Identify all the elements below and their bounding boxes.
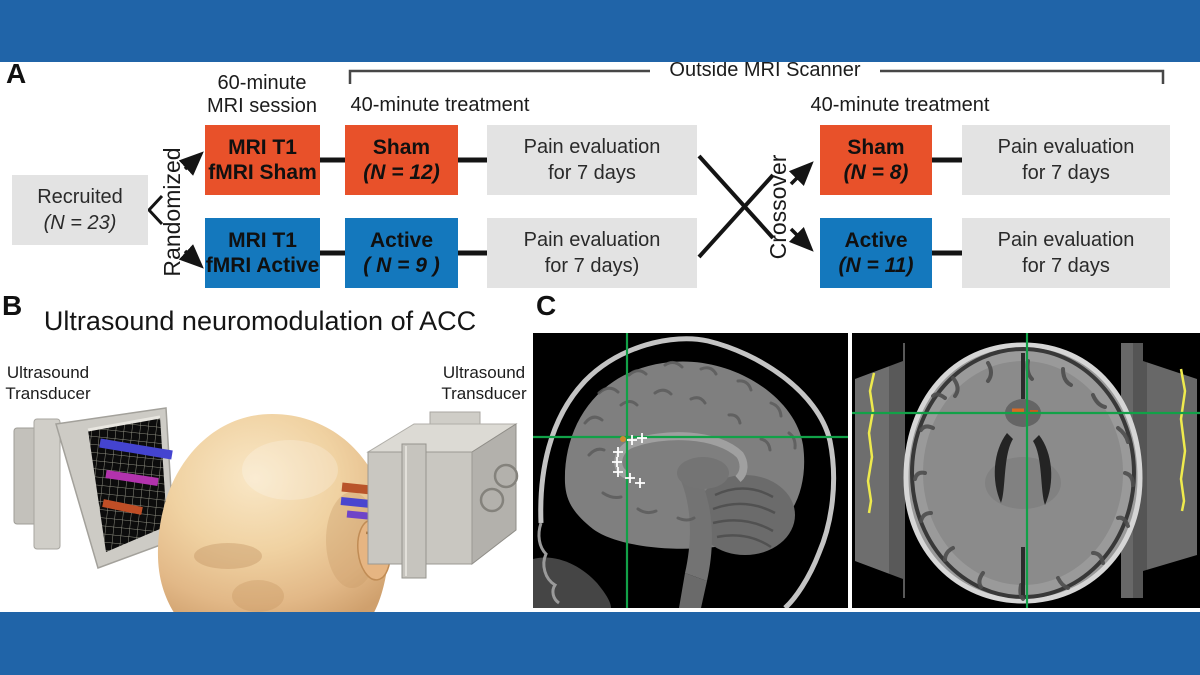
sham1-line1: Sham — [372, 136, 431, 159]
mri-active-box: MRI T1 fMRI Active — [205, 218, 320, 288]
pain4-line1: Pain evaluation — [997, 229, 1135, 251]
active2-line1: Active — [844, 229, 908, 252]
sagittal-mri — [533, 333, 848, 608]
pain3-line1: Pain evaluation — [997, 136, 1135, 158]
panel-b-label: B — [2, 290, 23, 321]
session-header-line1: 60-minute — [217, 72, 307, 94]
sham1-line2: (N = 12) — [363, 161, 440, 184]
beam-red — [102, 499, 143, 515]
mri-views — [533, 333, 1200, 608]
pain4-line2: for 7 days — [1022, 255, 1110, 277]
mri-sham-box: MRI T1 fMRI Sham — [205, 125, 320, 195]
pain3-box: Pain evaluation for 7 days — [962, 125, 1170, 195]
outside-scanner-bracket — [348, 69, 1165, 84]
axial-mri — [852, 333, 1200, 608]
recruited-box: Recruited (N = 23) — [12, 175, 148, 245]
active1-box: Active ( N = 9 ) — [345, 218, 458, 288]
connector-port — [493, 463, 519, 489]
panel-b-title: Ultrasound neuromodulation of ACC — [43, 306, 477, 336]
scanner-transducer-left — [855, 343, 905, 598]
recruited-line2: (N = 23) — [43, 212, 117, 234]
left-transducer — [13, 407, 175, 569]
ventricle-left — [994, 433, 1013, 503]
active2-line2: (N = 11) — [838, 254, 914, 277]
target-dot — [620, 436, 626, 442]
session-header-line2: MRI session — [206, 95, 318, 117]
crossover-label: Crossover — [765, 154, 791, 260]
sham2-box: Sham (N = 8) — [820, 125, 932, 195]
axial-gyri — [913, 359, 1135, 601]
right-transducer-label-line2: Transducer — [441, 384, 527, 403]
pain2-line2: for 7 days) — [544, 255, 640, 277]
connector-port — [479, 487, 505, 513]
transducer-outline-yellow-left — [866, 372, 876, 514]
recruited-line1: Recruited — [37, 186, 123, 208]
right-transducer-label: Ultrasound Transducer — [436, 362, 532, 404]
panel-a-label: A — [6, 58, 27, 89]
head — [157, 414, 390, 612]
right-transducer-label-line1: Ultrasound — [442, 363, 526, 382]
sham2-line2: (N = 8) — [843, 161, 909, 184]
session-header: 60-minute MRI session — [193, 72, 331, 118]
randomize-branch — [146, 194, 164, 226]
randomized-label: Randomized — [159, 147, 185, 277]
crossover-arrow-active — [788, 226, 814, 252]
sham1-box: Sham (N = 12) — [345, 125, 458, 195]
left-transducer-label: Ultrasound Transducer — [0, 362, 96, 404]
active1-line2: ( N = 9 ) — [363, 254, 440, 277]
mri-sham-line1: MRI T1 — [228, 136, 297, 159]
acc-target-markers — [612, 433, 647, 488]
brainstem — [681, 481, 712, 581]
outside-scanner-header: Outside MRI Scanner — [669, 59, 861, 81]
pain1-line1: Pain evaluation — [523, 136, 661, 158]
gyri — [583, 360, 797, 522]
pain4-box: Pain evaluation for 7 days — [962, 218, 1170, 288]
beam-blue — [99, 438, 173, 460]
face-profile — [537, 522, 560, 605]
skull-outline — [538, 336, 837, 608]
top-blue-bar — [0, 0, 1200, 62]
sham2-line1: Sham — [847, 136, 905, 159]
ventricle-right — [1033, 435, 1052, 505]
left-transducer-label-line2: Transducer — [5, 384, 91, 403]
pain3-line2: for 7 days — [1022, 162, 1110, 184]
mri-active-line2: fMRI Active — [205, 254, 320, 277]
treatment-header-right: 40-minute treatment — [810, 94, 990, 116]
mri-sham-line2: fMRI Sham — [208, 161, 317, 184]
bottom-blue-bar — [0, 612, 1200, 675]
arrow-to-sham-arm — [178, 151, 204, 176]
pain1-line2: for 7 days — [548, 162, 636, 184]
pain2-box: Pain evaluation for 7 days) — [487, 218, 697, 288]
head-transducer-render — [13, 407, 519, 612]
beam-magenta — [105, 470, 159, 486]
treatment-header-left: 40-minute treatment — [350, 94, 530, 116]
right-transducer — [340, 411, 519, 579]
left-transducer-label-line1: Ultrasound — [6, 363, 90, 382]
pain1-box: Pain evaluation for 7 days — [487, 125, 697, 195]
crossover-arrow-sham — [788, 161, 814, 187]
active2-box: Active (N = 11) — [820, 218, 932, 288]
pain2-line1: Pain evaluation — [523, 229, 661, 251]
transducer-outline-yellow-right — [1179, 368, 1187, 512]
crossover-line-up — [697, 173, 775, 259]
crossover-line-down — [697, 154, 775, 240]
arrow-to-active-arm — [178, 244, 204, 269]
connector-stubs — [320, 157, 963, 256]
mri-active-line1: MRI T1 — [228, 229, 297, 252]
panel-c-label: C — [536, 290, 557, 321]
active1-line1: Active — [369, 229, 434, 252]
